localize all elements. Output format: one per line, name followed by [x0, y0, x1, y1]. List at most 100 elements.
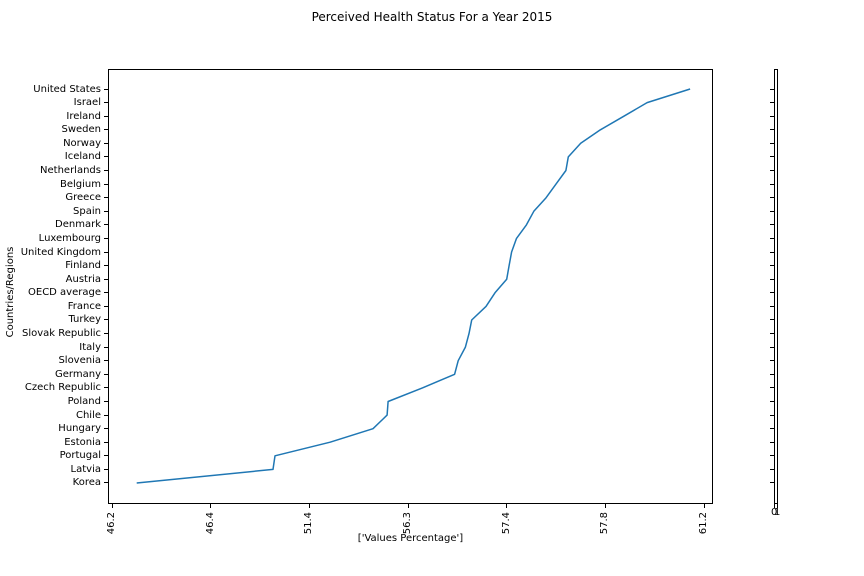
- y-tick-mark: [104, 292, 108, 294]
- y-tick-label: United States: [33, 83, 101, 95]
- y-tick-label: Ireland: [66, 110, 101, 122]
- secondary-axis-y-tick-mark: [770, 387, 774, 389]
- secondary-axis-x-tick-mark: [774, 504, 775, 508]
- secondary-axis-y-tick-mark: [770, 414, 774, 416]
- y-tick-label: Luxembourg: [38, 232, 101, 244]
- x-tick-label: 46.4: [204, 512, 216, 535]
- y-tick-mark: [104, 237, 108, 239]
- y-tick-mark: [104, 333, 108, 335]
- y-tick-label: OECD average: [28, 287, 101, 299]
- secondary-axis-y-tick-mark: [770, 319, 774, 321]
- x-tick-label: 51.4: [303, 512, 315, 535]
- secondary-axis-y-tick-mark: [770, 197, 774, 199]
- x-tick-label: 57.8: [599, 512, 611, 535]
- x-tick-mark: [604, 504, 606, 508]
- x-tick-mark: [210, 504, 212, 508]
- y-tick-mark: [104, 482, 108, 484]
- y-tick-mark: [104, 441, 108, 443]
- secondary-axis-y-tick-mark: [770, 115, 774, 117]
- y-tick-mark: [104, 373, 108, 375]
- y-tick-label: Slovak Republic: [22, 328, 101, 340]
- y-tick-mark: [104, 400, 108, 402]
- secondary-axis-y-tick-mark: [770, 482, 774, 484]
- y-tick-mark: [104, 360, 108, 362]
- y-tick-label: United Kingdom: [20, 246, 101, 258]
- y-tick-mark: [104, 251, 108, 253]
- secondary-axis-y-tick-mark: [770, 428, 774, 430]
- y-tick-mark: [104, 102, 108, 104]
- y-tick-mark: [104, 387, 108, 389]
- y-tick-mark: [104, 305, 108, 307]
- y-tick-label: Netherlands: [40, 165, 101, 177]
- secondary-axis-x-label: 0: [771, 507, 778, 518]
- y-tick-mark: [104, 455, 108, 457]
- y-tick-label: Korea: [72, 477, 101, 489]
- x-tick-mark: [703, 504, 705, 508]
- y-tick-mark: [104, 142, 108, 144]
- y-tick-label: Hungary: [58, 423, 101, 435]
- secondary-axis-x-tick-mark: [777, 504, 778, 508]
- secondary-axis-y-tick-mark: [770, 170, 774, 172]
- y-tick-mark: [104, 319, 108, 321]
- secondary-axis-y-tick-mark: [770, 400, 774, 402]
- y-tick-mark: [104, 428, 108, 430]
- y-tick-mark: [104, 88, 108, 90]
- y-tick-label: Austria: [65, 273, 101, 285]
- y-tick-label: Spain: [73, 205, 101, 217]
- secondary-axis-y-tick-mark: [770, 360, 774, 362]
- secondary-axis-y-tick-mark: [770, 278, 774, 280]
- secondary-axis-y-tick-mark: [770, 183, 774, 185]
- y-tick-mark: [104, 156, 108, 158]
- x-tick-mark: [111, 504, 113, 508]
- x-tick-mark: [506, 504, 508, 508]
- secondary-axis-y-tick-mark: [770, 346, 774, 348]
- y-tick-label: France: [67, 300, 101, 312]
- y-tick-label: Belgium: [60, 178, 101, 190]
- secondary-axis-y-tick-mark: [770, 441, 774, 443]
- secondary-axis-y-tick-mark: [770, 265, 774, 267]
- secondary-axis-y-tick-mark: [770, 88, 774, 90]
- y-tick-label: Turkey: [68, 314, 101, 326]
- y-tick-mark: [104, 224, 108, 226]
- secondary-axis-y-tick-mark: [770, 305, 774, 307]
- y-tick-mark: [104, 115, 108, 117]
- y-tick-mark: [104, 210, 108, 212]
- y-tick-label: Denmark: [55, 219, 101, 231]
- y-tick-label: Norway: [63, 137, 101, 149]
- secondary-axis-y-tick-mark: [770, 455, 774, 457]
- y-tick-label: Latvia: [70, 463, 101, 475]
- y-tick-label: Portugal: [59, 450, 101, 462]
- secondary-axis-y-tick-mark: [770, 373, 774, 375]
- x-axis-title: ['Values Percentage']: [357, 533, 464, 544]
- secondary-axis-y-tick-mark: [770, 142, 774, 144]
- y-tick-label: Poland: [67, 395, 101, 407]
- data-line: [136, 88, 691, 484]
- x-tick-label: 56.3: [402, 512, 413, 535]
- y-tick-label: Sweden: [61, 124, 101, 136]
- y-tick-mark: [104, 346, 108, 348]
- y-tick-label: Israel: [73, 97, 101, 109]
- y-tick-label: Estonia: [64, 436, 101, 448]
- y-tick-label: Slovenia: [58, 355, 101, 367]
- secondary-axis-x-label: 1: [774, 507, 781, 518]
- secondary-axis-y-tick-mark: [770, 292, 774, 294]
- secondary-axis-y-tick-mark: [770, 224, 774, 226]
- y-tick-label: Greece: [65, 192, 101, 204]
- secondary-axis-y-tick-mark: [770, 156, 774, 158]
- y-tick-mark: [104, 414, 108, 416]
- secondary-axis-y-tick-mark: [770, 129, 774, 131]
- x-tick-mark: [308, 504, 310, 508]
- x-tick-mark: [407, 504, 409, 508]
- x-tick-label: 46.2: [106, 512, 117, 535]
- y-tick-mark: [104, 197, 108, 199]
- y-tick-label: Iceland: [64, 151, 101, 163]
- secondary-axis-y-tick-mark: [770, 102, 774, 104]
- y-tick-label: Czech Republic: [24, 382, 101, 394]
- secondary-axis-y-tick-mark: [770, 210, 774, 212]
- y-tick-mark: [104, 129, 108, 131]
- line-series-svg: [136, 88, 691, 484]
- y-tick-label: Chile: [75, 409, 101, 421]
- chart-title: Perceived Health Status For a Year 2015: [311, 10, 553, 24]
- y-tick-mark: [104, 278, 108, 280]
